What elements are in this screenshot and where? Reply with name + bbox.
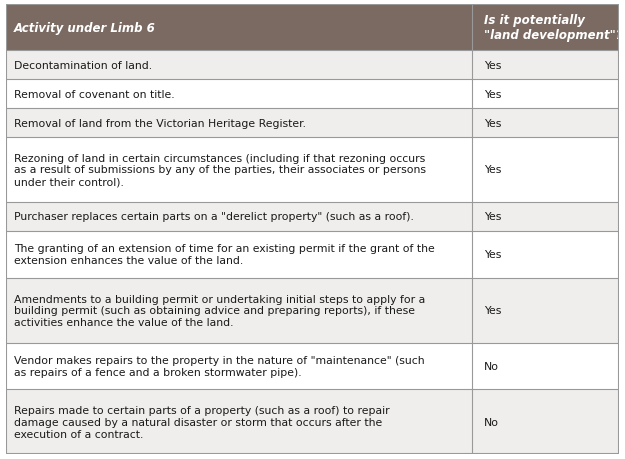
Bar xyxy=(6,51,619,80)
Text: Is it potentially
"land development"?: Is it potentially "land development"? xyxy=(484,14,622,42)
Bar xyxy=(6,109,619,138)
Text: Removal of land from the Victorian Heritage Register.: Removal of land from the Victorian Herit… xyxy=(14,118,306,129)
Text: Repairs made to certain parts of a property (such as a roof) to repair
damage ca: Repairs made to certain parts of a prope… xyxy=(14,405,389,439)
Text: Yes: Yes xyxy=(484,61,501,71)
Text: Amendments to a building permit or undertaking initial steps to apply for a
buil: Amendments to a building permit or under… xyxy=(14,294,425,327)
Text: No: No xyxy=(484,361,499,371)
Text: Vendor makes repairs to the property in the nature of "maintenance" (such
as rep: Vendor makes repairs to the property in … xyxy=(14,355,424,377)
Text: No: No xyxy=(484,417,499,427)
Bar xyxy=(6,390,619,454)
Bar xyxy=(6,343,619,390)
Text: Removal of covenant on title.: Removal of covenant on title. xyxy=(14,90,174,100)
Text: Yes: Yes xyxy=(484,90,501,100)
Text: The granting of an extension of time for an existing permit if the grant of the
: The granting of an extension of time for… xyxy=(14,244,434,265)
Bar xyxy=(6,5,619,51)
Bar xyxy=(6,80,619,109)
Text: Activity under Limb 6: Activity under Limb 6 xyxy=(14,22,156,34)
Text: Rezoning of land in certain circumstances (including if that rezoning occurs
as : Rezoning of land in certain circumstance… xyxy=(14,154,426,187)
Text: Yes: Yes xyxy=(484,118,501,129)
Text: Decontamination of land.: Decontamination of land. xyxy=(14,61,152,71)
Bar xyxy=(6,202,619,231)
Bar xyxy=(6,138,619,202)
Bar xyxy=(6,231,619,278)
Text: Yes: Yes xyxy=(484,250,501,260)
Text: Purchaser replaces certain parts on a "derelict property" (such as a roof).: Purchaser replaces certain parts on a "d… xyxy=(14,212,414,222)
Text: Yes: Yes xyxy=(484,165,501,175)
Bar xyxy=(6,278,619,343)
Text: Yes: Yes xyxy=(484,212,501,222)
Text: Yes: Yes xyxy=(484,306,501,315)
